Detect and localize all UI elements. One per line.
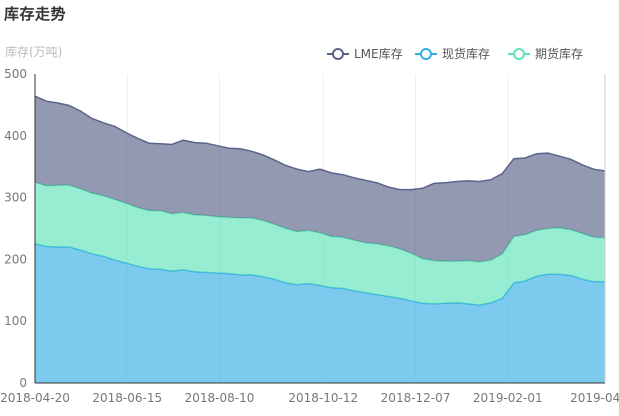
x-tick-label: 2018-04-20 [0, 391, 70, 405]
x-tick-labels: 2018-04-20 2018-06-15 2018-08-10 2018-10-12… [0, 391, 619, 405]
legend: LME库存 现货库存 期货库存 [327, 46, 583, 61]
y-tick-label: 200 [4, 252, 27, 266]
legend-item[interactable]: LME库存 [327, 46, 403, 61]
page-title: 库存走势 [4, 5, 67, 23]
plot-areas [34, 95, 606, 383]
y-tick-label: 400 [4, 129, 27, 143]
y-tick-label: 300 [4, 191, 27, 205]
x-tick-label: 2018-08-10 [185, 391, 255, 405]
legend-label: 现货库存 [442, 46, 490, 61]
series-3-line [34, 95, 606, 191]
y-tick-label: 0 [19, 376, 27, 390]
legend-label: 期货库存 [535, 46, 583, 61]
legend-swatch-circle [513, 48, 525, 60]
legend-item[interactable]: 现货库存 [415, 46, 490, 61]
series-2-area [35, 182, 605, 306]
y-tick-labels: 0 100 200 300 400 500 [4, 67, 27, 390]
x-tick-label: 2018-10-12 [288, 391, 358, 405]
legend-item[interactable]: 期货库存 [508, 46, 583, 61]
x-tick-label: 2018-06-15 [92, 391, 162, 405]
x-tick-label: 2019-04-01 [570, 391, 619, 405]
y-tick-label: 100 [4, 314, 27, 328]
legend-label: LME库存 [354, 46, 403, 61]
y-axis-label: 库存(万吨) [5, 44, 62, 59]
y-tick-label: 500 [4, 67, 27, 81]
legend-swatch-circle [420, 48, 432, 60]
series-1-area [35, 243, 605, 383]
axes [34, 74, 606, 384]
x-tick-label: 2018-12-07 [381, 391, 451, 405]
series-3-area [35, 96, 605, 262]
x-tick-label: 2019-02-01 [473, 391, 543, 405]
legend-swatch-circle [332, 48, 344, 60]
